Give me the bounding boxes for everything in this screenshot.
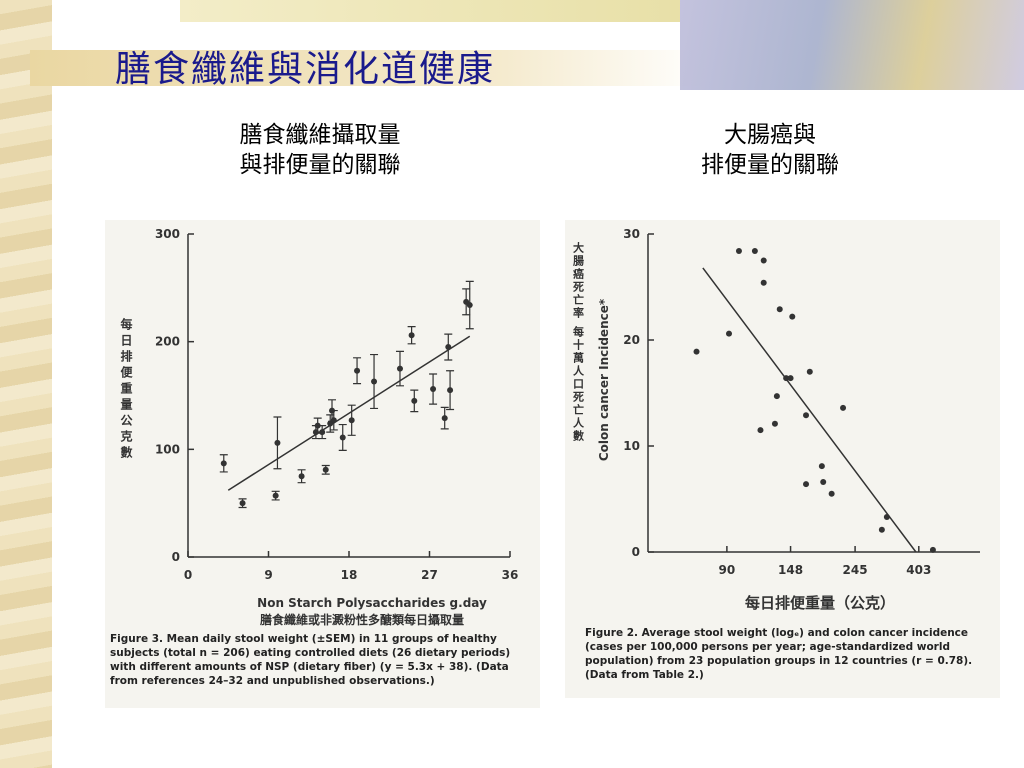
caption-right: 大腸癌與 排便量的關聯 xyxy=(640,120,900,180)
y-axis-label: 大腸癌死亡率 每十萬人口死亡人數 xyxy=(572,241,585,443)
y-tick-label: 10 xyxy=(623,439,640,453)
point xyxy=(274,439,281,446)
x-tick-label: 0 xyxy=(184,568,192,582)
point xyxy=(787,375,794,382)
point xyxy=(411,397,418,404)
point xyxy=(820,479,827,486)
point xyxy=(298,473,305,480)
point xyxy=(828,490,835,497)
point xyxy=(396,365,403,372)
figure-caption: Figure 2. Average stool weight (logₑ) an… xyxy=(585,627,973,681)
x-tick-label: 9 xyxy=(264,568,272,582)
y-tick-label: 0 xyxy=(172,550,180,564)
y-tick-label: 100 xyxy=(155,442,180,456)
slide-title: 膳食纖維與消化道健康 xyxy=(115,49,496,90)
point xyxy=(818,463,825,470)
y-axis-label: 每日排便重量公克數 xyxy=(119,317,133,462)
caption-left: 膳食纖維攝取量 與排便量的關聯 xyxy=(190,120,450,180)
x-axis-label: 每日排便重量（公克） xyxy=(745,594,895,612)
decor-strip xyxy=(0,0,52,768)
x-tick-label: 18 xyxy=(341,568,358,582)
point xyxy=(929,546,936,553)
point xyxy=(789,313,796,320)
x-axis-label-zh: 膳食纖維或非澱粉性多醣類每日攝取量 xyxy=(260,612,464,627)
point xyxy=(447,387,454,394)
x-tick-label: 403 xyxy=(906,563,931,577)
y-tick-label: 300 xyxy=(155,227,180,241)
point xyxy=(803,412,810,419)
point xyxy=(314,422,321,429)
decor-top xyxy=(180,0,680,22)
trend-line xyxy=(227,335,471,491)
point xyxy=(760,279,767,286)
caption-line: 與排便量的關聯 xyxy=(239,152,401,178)
point xyxy=(773,393,780,400)
point xyxy=(735,247,742,254)
trend-line xyxy=(702,267,917,553)
x-axis-label: Non Starch Polysaccharides g.day xyxy=(257,596,487,610)
decor-image xyxy=(680,0,1024,90)
point xyxy=(441,415,448,422)
y-tick-label: 30 xyxy=(623,227,640,241)
point xyxy=(239,500,246,507)
x-tick-label: 27 xyxy=(421,568,438,582)
point xyxy=(430,386,437,393)
x-tick-label: 148 xyxy=(778,563,803,577)
point xyxy=(751,247,758,254)
point xyxy=(806,368,813,375)
point xyxy=(348,417,355,424)
point xyxy=(760,257,767,264)
title-band xyxy=(30,50,710,86)
y-tick-label: 20 xyxy=(623,333,640,347)
y-tick-label: 0 xyxy=(632,545,640,559)
point xyxy=(354,367,361,374)
point xyxy=(726,330,733,337)
point xyxy=(408,332,415,339)
x-tick-label: 245 xyxy=(843,563,868,577)
caption-line: 大腸癌與 xyxy=(724,122,816,148)
y-axis-label-en: Colon cancer Incidence* xyxy=(597,298,611,461)
x-tick-label: 36 xyxy=(502,568,519,582)
x-tick-label: 90 xyxy=(719,563,736,577)
point xyxy=(776,306,783,313)
point xyxy=(322,466,329,473)
point xyxy=(220,460,227,467)
point xyxy=(272,492,279,499)
point xyxy=(878,526,885,533)
point xyxy=(771,420,778,427)
point xyxy=(466,302,473,309)
chart-panel xyxy=(565,220,1000,698)
caption-line: 膳食纖維攝取量 xyxy=(239,122,401,148)
point xyxy=(339,434,346,441)
point xyxy=(840,404,847,411)
point xyxy=(693,348,700,355)
point xyxy=(371,378,378,385)
y-tick-label: 200 xyxy=(155,335,180,349)
figure-caption: Figure 3. Mean daily stool weight (±SEM)… xyxy=(110,633,511,687)
caption-line: 排便量的關聯 xyxy=(701,152,839,178)
point xyxy=(803,481,810,488)
point xyxy=(757,427,764,434)
